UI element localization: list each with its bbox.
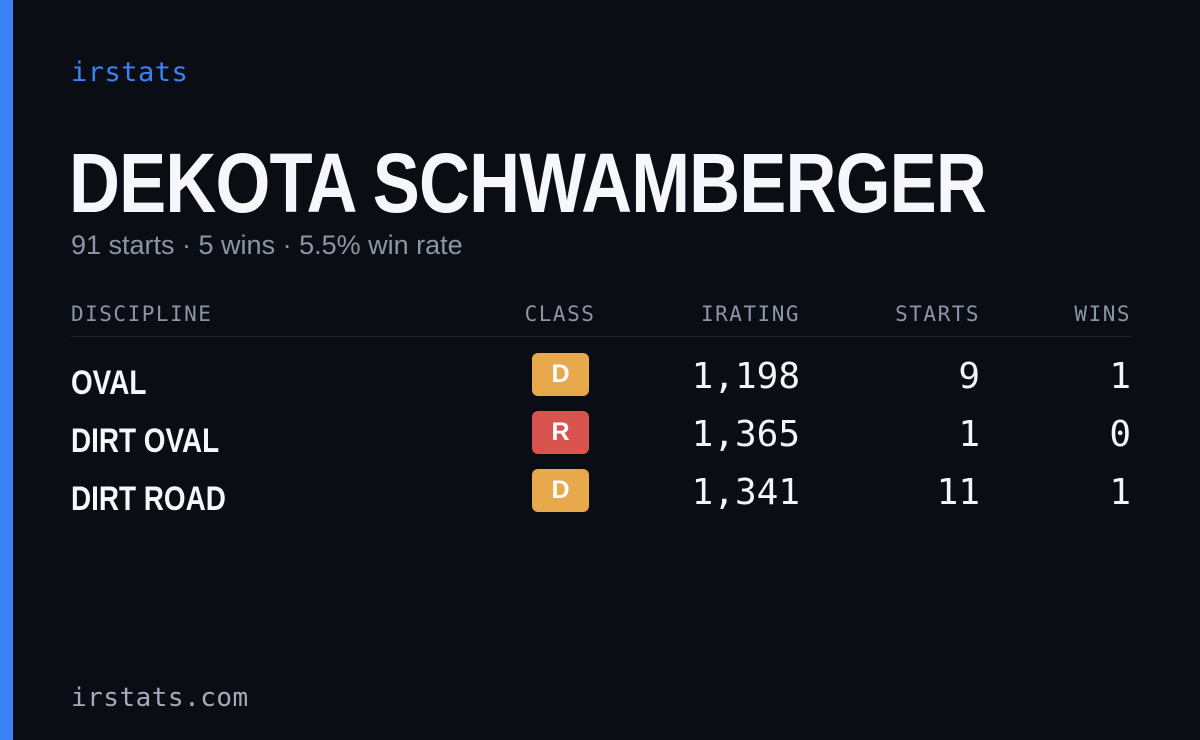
row-wins: 1 [1109, 356, 1131, 397]
row-discipline: DIRT ROAD [71, 480, 226, 518]
row-discipline: DIRT OVAL [71, 422, 220, 460]
table-header: DISCIPLINE CLASS IRATING STARTS WINS [71, 298, 1131, 337]
class-badge: D [532, 469, 589, 512]
row-starts: 11 [936, 472, 980, 513]
footer-url: irstats.com [71, 683, 249, 713]
row-irating: 1,198 [691, 356, 800, 397]
row-discipline: OVAL [71, 364, 147, 402]
header-discipline: DISCIPLINE [71, 302, 213, 326]
row-starts: 1 [958, 414, 980, 455]
row-irating: 1,365 [691, 414, 800, 455]
class-badge: R [532, 411, 589, 454]
discipline-table: DISCIPLINE CLASS IRATING STARTS WINS OVA… [71, 298, 1131, 527]
class-badge: D [532, 353, 589, 396]
driver-summary: 91 starts · 5 wins · 5.5% win rate [71, 230, 463, 260]
row-wins: 0 [1109, 414, 1131, 455]
header-wins: WINS [1074, 302, 1131, 326]
table-row: OVAL D 1,198 9 1 [71, 353, 1131, 411]
row-wins: 1 [1109, 472, 1131, 513]
header-class-label: CLASS [524, 302, 596, 326]
accent-bar [0, 0, 13, 740]
table-row: DIRT OVAL R 1,365 1 0 [71, 411, 1131, 469]
row-irating: 1,341 [691, 472, 800, 513]
table-row: DIRT ROAD D 1,341 11 1 [71, 469, 1131, 527]
brand-logo-text: irstats [71, 57, 189, 88]
row-starts: 9 [958, 356, 980, 397]
table-body: OVAL D 1,198 9 1 DIRT OVAL R 1,365 1 0 D… [71, 353, 1131, 527]
driver-name: DEKOTA SCHWAMBERGER [69, 136, 987, 230]
header-irating: IRATING [700, 302, 800, 326]
header-starts: STARTS [895, 302, 980, 326]
